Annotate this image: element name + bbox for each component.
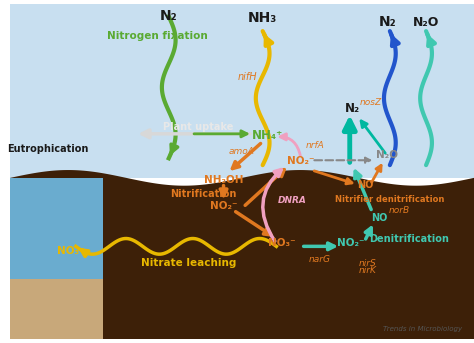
Text: Nitrifier denitrification: Nitrifier denitrification	[335, 195, 445, 204]
Text: amoA: amoA	[228, 147, 254, 156]
Text: NO: NO	[371, 213, 387, 223]
FancyArrowPatch shape	[263, 169, 281, 241]
Text: NO₃⁻: NO₃⁻	[57, 246, 85, 256]
Polygon shape	[10, 279, 103, 339]
Text: NH₄⁺: NH₄⁺	[252, 129, 283, 142]
Text: Nitrate leaching: Nitrate leaching	[141, 258, 236, 268]
Text: Trends in Microbiology: Trends in Microbiology	[383, 327, 462, 332]
Text: Eutrophication: Eutrophication	[7, 143, 88, 154]
Text: N₂: N₂	[345, 102, 360, 115]
Text: NO₂⁻: NO₂⁻	[337, 238, 365, 248]
Text: nosZ: nosZ	[359, 98, 382, 107]
Text: NH₂OH: NH₂OH	[204, 175, 243, 185]
Text: nirS: nirS	[358, 259, 376, 269]
Text: NO: NO	[357, 180, 374, 190]
Text: Nitrification: Nitrification	[170, 189, 236, 200]
Text: Denitrification: Denitrification	[370, 235, 449, 245]
Text: NO₂⁻: NO₂⁻	[287, 156, 315, 166]
Polygon shape	[10, 170, 474, 339]
Text: DNRA: DNRA	[278, 196, 307, 205]
Text: N₂: N₂	[379, 15, 397, 29]
Text: nrfA: nrfA	[306, 141, 325, 150]
FancyArrowPatch shape	[280, 134, 301, 156]
Text: narG: narG	[309, 255, 330, 263]
Text: Plant uptake: Plant uptake	[163, 122, 233, 132]
Text: N₂O: N₂O	[376, 150, 398, 161]
Text: NH₃: NH₃	[248, 11, 277, 25]
Text: nirK: nirK	[358, 266, 376, 275]
Text: norB: norB	[389, 206, 410, 215]
Text: N₂: N₂	[160, 9, 178, 23]
Text: nifH: nifH	[237, 72, 257, 82]
Text: N₂O: N₂O	[413, 16, 439, 29]
Text: NO₃⁻: NO₃⁻	[268, 238, 296, 248]
Polygon shape	[10, 4, 474, 178]
Text: Nitrogen fixation: Nitrogen fixation	[107, 31, 208, 41]
Text: NO₂⁻: NO₂⁻	[210, 201, 237, 211]
Polygon shape	[10, 178, 103, 279]
